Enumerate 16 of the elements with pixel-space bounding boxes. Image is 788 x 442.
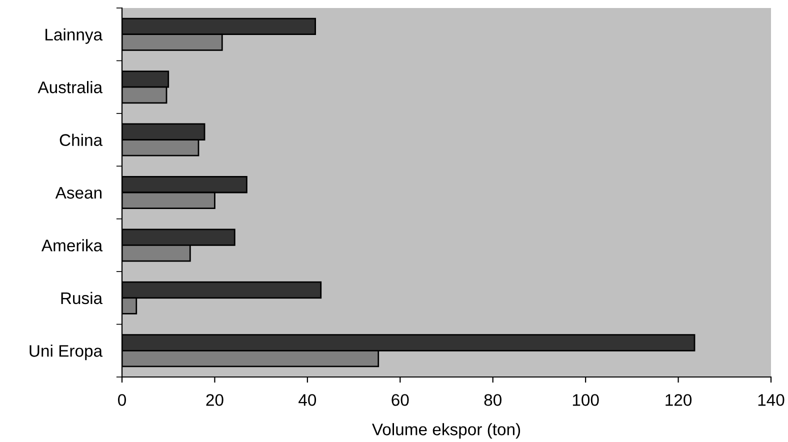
y-tick-label: Lainnya: [46, 28, 103, 44]
x-tick-label: 40: [298, 394, 316, 406]
y-tick-label: Asean: [55, 187, 102, 199]
x-tick-label: 120: [666, 394, 692, 406]
y-tick-label: China: [60, 134, 103, 146]
x-tick-label: 100: [572, 394, 599, 406]
x-tick-label: 0: [118, 394, 126, 406]
x-tick-label: 20: [206, 394, 224, 406]
x-axis-title: Volume ekspor (ton): [372, 423, 520, 439]
y-tick-label: Amerika: [41, 239, 103, 252]
x-tick-label: 80: [484, 394, 502, 406]
y-tick-label: Uni Eropa: [30, 344, 103, 360]
x-tick-label: 60: [392, 394, 409, 406]
y-tick-label: Rusia: [61, 292, 103, 304]
x-tick-label: 140: [758, 394, 784, 406]
y-tick-label: Australia: [38, 81, 103, 94]
